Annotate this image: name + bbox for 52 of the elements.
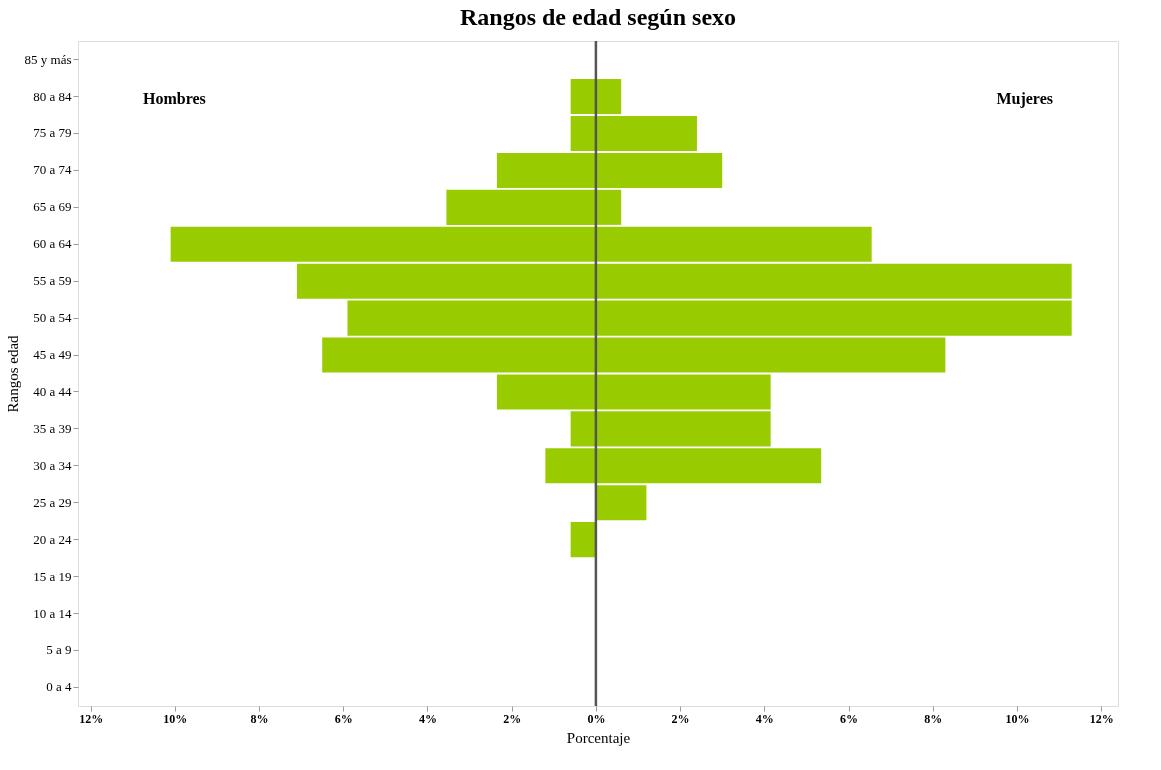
y-axis-title: Rangos edad [4, 334, 21, 413]
bar [570, 115, 596, 152]
y-tick-label: 30 a 34 [33, 457, 72, 473]
x-tick-label: 8% [250, 711, 269, 726]
bar [570, 522, 596, 558]
x-tick-label: 12% [1089, 711, 1114, 726]
y-tick-label: 45 a 49 [33, 347, 72, 363]
y-tick-label: 10 a 14 [33, 605, 72, 621]
bar [446, 189, 596, 225]
x-tick-label: 6% [840, 711, 859, 726]
y-tick-label: 60 a 64 [33, 236, 72, 252]
y-tick-label: 50 a 54 [33, 310, 72, 326]
y-tick-label: 75 a 79 [33, 125, 72, 141]
y-tick-label: 15 a 19 [33, 568, 72, 584]
x-tick-label: 2% [503, 711, 522, 726]
bar [545, 448, 596, 484]
bar [595, 79, 622, 115]
x-axis-title: Porcentaje [566, 729, 631, 746]
bar [296, 263, 596, 299]
x-tick-label: 4% [755, 711, 774, 726]
x-tick-label: 0% [587, 711, 606, 726]
bar [595, 226, 872, 262]
y-tick-label: 80 a 84 [33, 88, 72, 104]
y-tick-label: 55 a 59 [33, 273, 72, 289]
y-tick-label: 0 a 4 [46, 679, 72, 695]
annotation: Mujeres [996, 90, 1053, 108]
bar [595, 448, 822, 484]
x-tick-label: 10% [163, 711, 188, 726]
x-tick-label: 12% [79, 711, 104, 726]
x-tick-label: 2% [671, 711, 690, 726]
bar [496, 152, 596, 188]
bar [595, 115, 697, 152]
bar [595, 189, 622, 225]
x-tick-label: 8% [924, 711, 943, 726]
chart-title: Rangos de edad según sexo [459, 3, 737, 30]
y-tick-label: 65 a 69 [33, 199, 72, 215]
x-tick-label: 6% [334, 711, 353, 726]
bar [595, 263, 1072, 299]
annotation: Hombres [143, 90, 206, 107]
bar [170, 226, 596, 262]
y-tick-label: 70 a 74 [33, 162, 72, 178]
y-tick-label: 20 a 24 [33, 531, 72, 547]
x-tick-label: 10% [1005, 711, 1030, 726]
y-tick-label: 35 a 39 [33, 420, 72, 436]
bar [595, 152, 723, 188]
y-tick-label: 40 a 44 [33, 383, 72, 399]
y-tick-label: 25 a 29 [33, 494, 72, 510]
y-tick-label: 85 y más [24, 51, 72, 67]
y-tick-label: 5 a 9 [46, 642, 72, 658]
x-tick-label: 4% [418, 711, 437, 726]
bar [570, 79, 596, 115]
bar [595, 485, 647, 521]
